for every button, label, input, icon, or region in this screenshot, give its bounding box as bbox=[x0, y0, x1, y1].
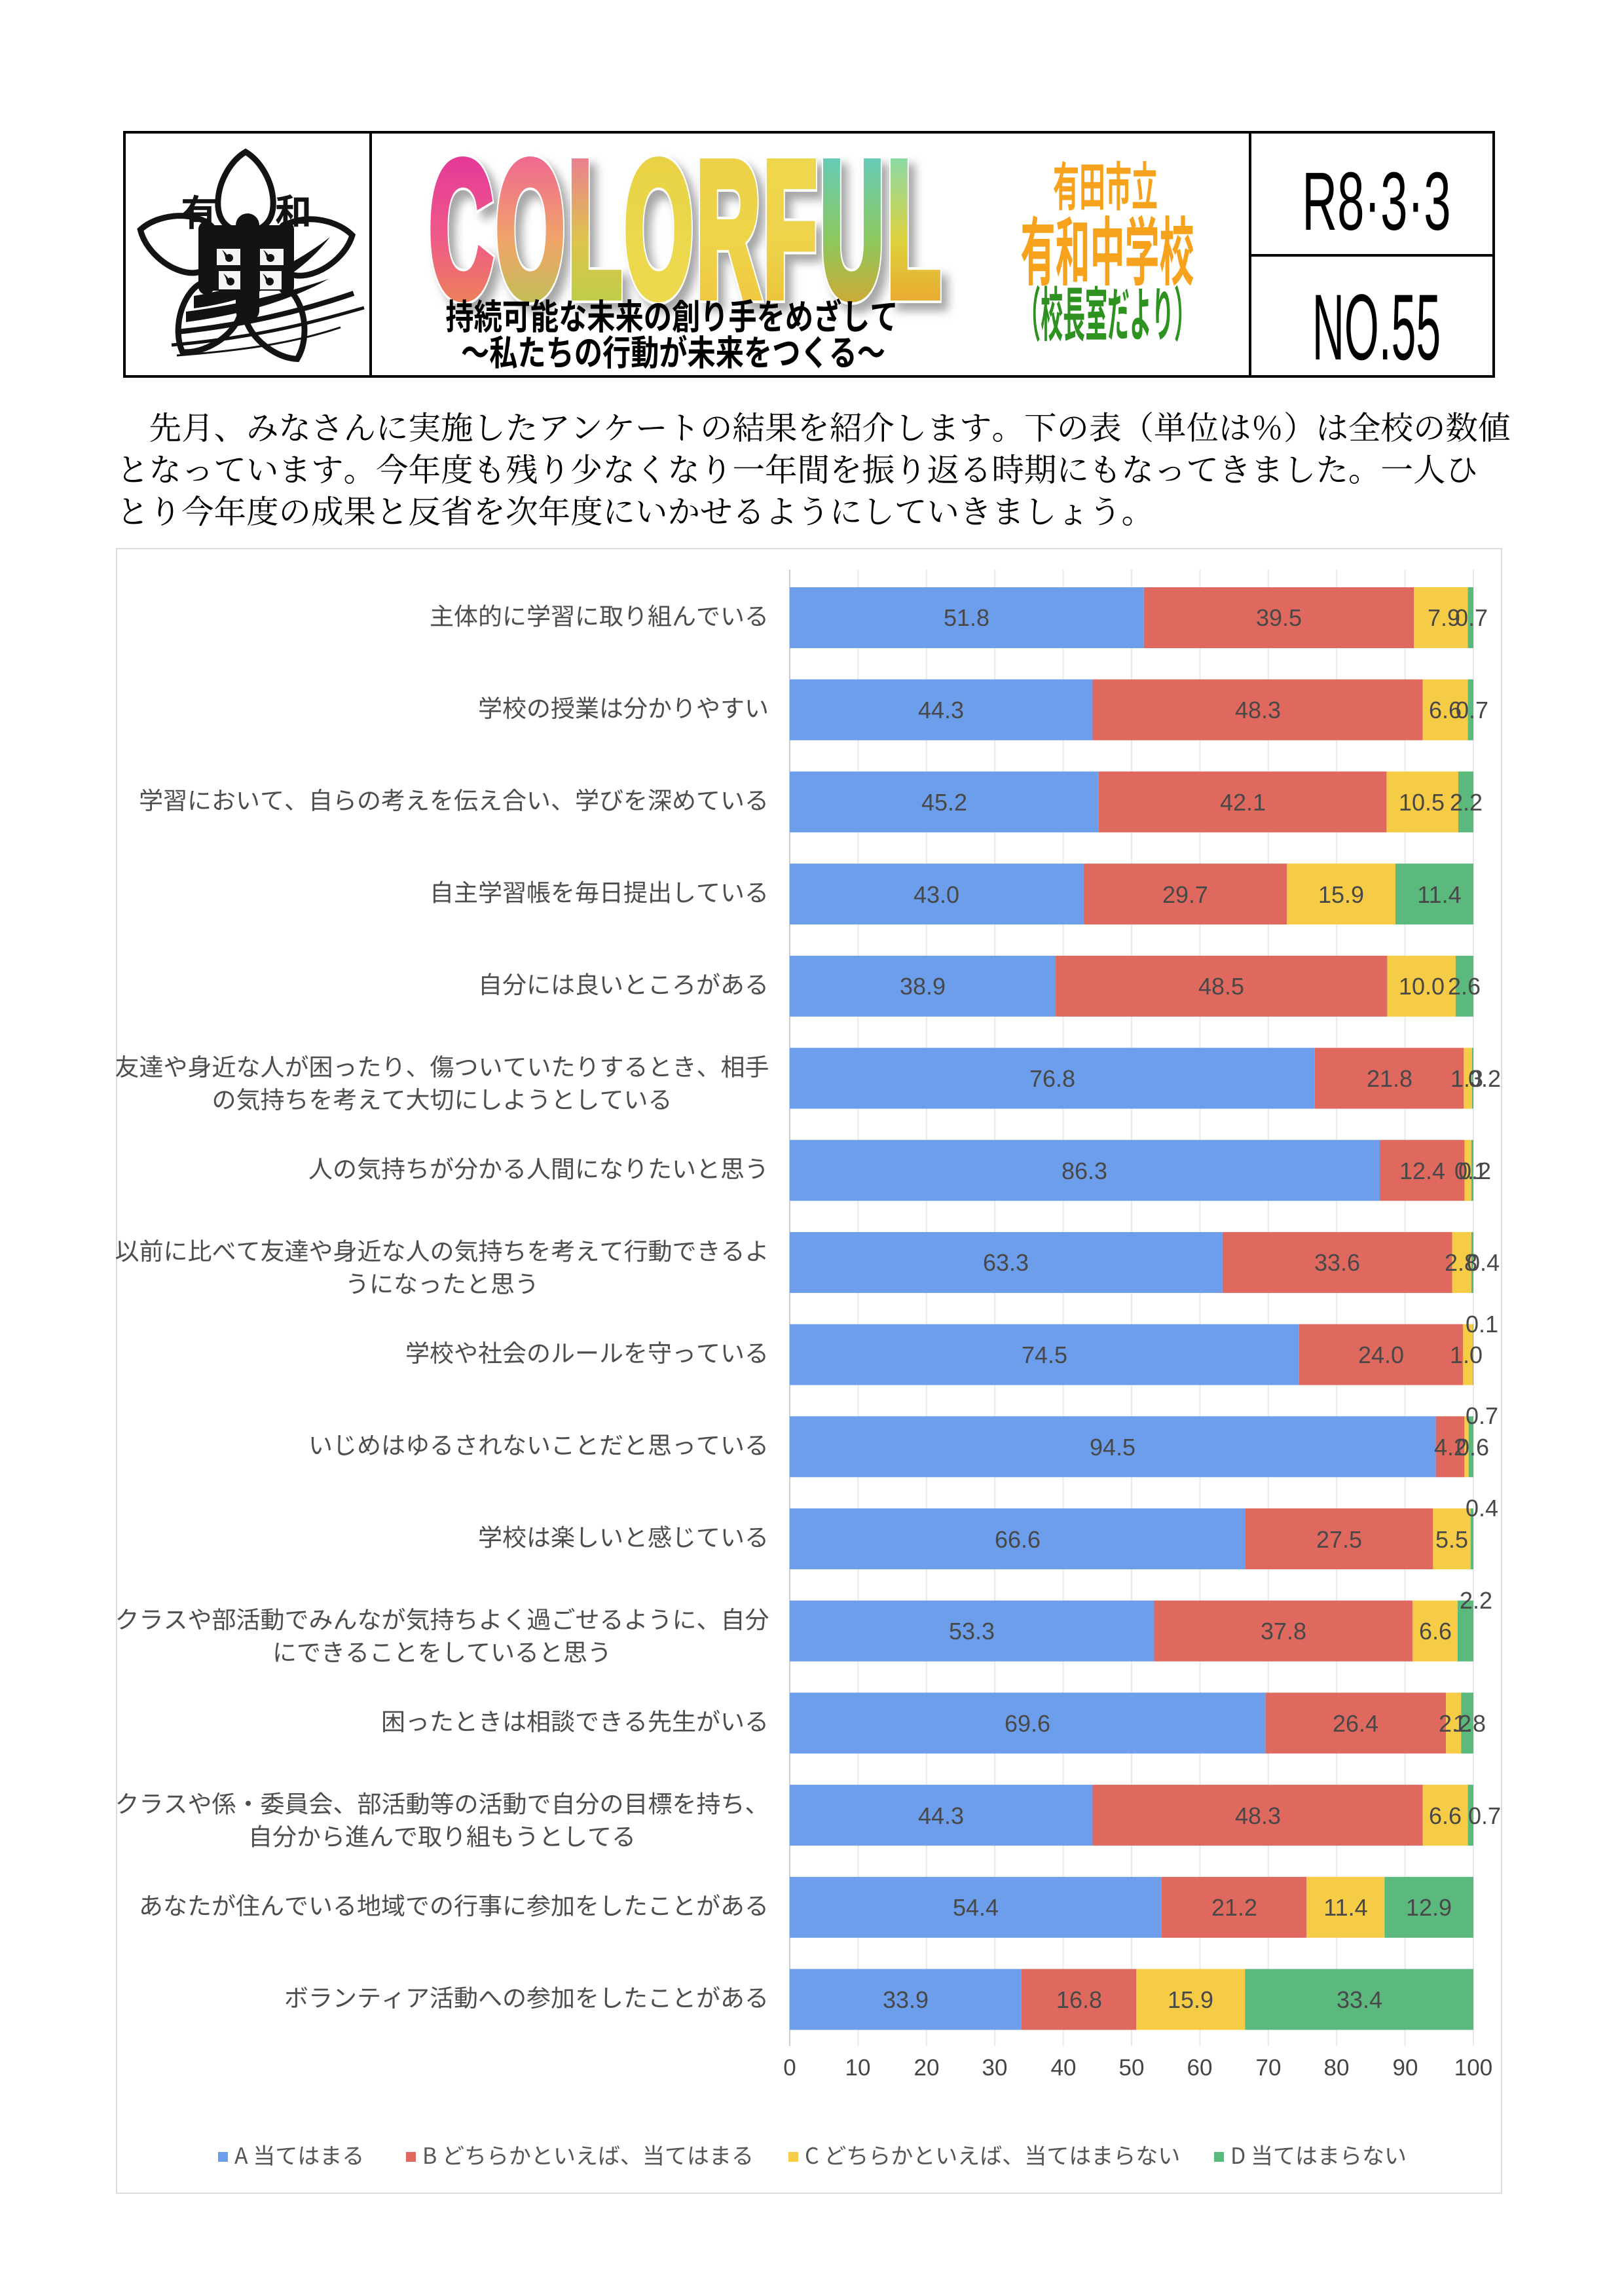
svg-text:43.0: 43.0 bbox=[913, 881, 959, 908]
svg-text:F: F bbox=[763, 121, 817, 337]
svg-text:21.2: 21.2 bbox=[1211, 1894, 1257, 1921]
svg-text:66.6: 66.6 bbox=[995, 1526, 1041, 1553]
svg-text:0.6: 0.6 bbox=[1456, 1434, 1489, 1461]
svg-text:16.8: 16.8 bbox=[1056, 1986, 1102, 2013]
svg-text:33.6: 33.6 bbox=[1314, 1249, 1360, 1276]
svg-text:33.9: 33.9 bbox=[883, 1986, 929, 2013]
svg-text:74.5: 74.5 bbox=[1022, 1341, 1067, 1368]
svg-text:27.5: 27.5 bbox=[1316, 1526, 1362, 1553]
svg-text:10.5: 10.5 bbox=[1399, 789, 1445, 816]
svg-text:26.4: 26.4 bbox=[1333, 1710, 1378, 1737]
svg-text:1.8: 1.8 bbox=[1453, 1710, 1486, 1737]
svg-text:48.5: 48.5 bbox=[1198, 973, 1244, 1000]
svg-text:53.3: 53.3 bbox=[949, 1618, 995, 1645]
svg-text:11.4: 11.4 bbox=[1417, 881, 1461, 908]
svg-text:NO.55: NO.55 bbox=[1312, 275, 1441, 380]
svg-text:0.7: 0.7 bbox=[1468, 1802, 1501, 1829]
svg-text:100: 100 bbox=[1454, 2055, 1492, 2081]
svg-text:7.9: 7.9 bbox=[1428, 604, 1460, 631]
svg-text:54.4: 54.4 bbox=[953, 1894, 999, 1921]
svg-text:0.2: 0.2 bbox=[1458, 1157, 1491, 1184]
svg-text:48.3: 48.3 bbox=[1235, 1802, 1281, 1829]
svg-text:2.2: 2.2 bbox=[1450, 789, 1483, 816]
svg-text:15.9: 15.9 bbox=[1168, 1986, 1213, 2013]
svg-text:L: L bbox=[568, 121, 622, 337]
svg-text:2.2: 2.2 bbox=[1439, 1710, 1471, 1737]
svg-text:44.3: 44.3 bbox=[918, 697, 964, 723]
svg-text:37.8: 37.8 bbox=[1261, 1618, 1306, 1645]
svg-text:76.8: 76.8 bbox=[1029, 1065, 1075, 1092]
svg-text:45.2: 45.2 bbox=[921, 789, 967, 816]
svg-text:50: 50 bbox=[1119, 2055, 1145, 2081]
svg-text:29.7: 29.7 bbox=[1162, 881, 1208, 908]
svg-text:0.7: 0.7 bbox=[1456, 697, 1488, 723]
svg-text:4.2: 4.2 bbox=[1434, 1434, 1467, 1461]
svg-text:48.3: 48.3 bbox=[1235, 697, 1281, 723]
svg-text:6.6: 6.6 bbox=[1429, 697, 1462, 723]
svg-text:2.8: 2.8 bbox=[1445, 1249, 1477, 1276]
svg-text:0.7: 0.7 bbox=[1466, 1402, 1498, 1429]
svg-text:2.2: 2.2 bbox=[1460, 1587, 1492, 1614]
svg-text:2.6: 2.6 bbox=[1448, 973, 1481, 1000]
svg-text:0: 0 bbox=[783, 2055, 796, 2081]
svg-text:1.0: 1.0 bbox=[1450, 1341, 1483, 1368]
svg-text:30: 30 bbox=[982, 2055, 1008, 2081]
svg-text:38.9: 38.9 bbox=[900, 973, 946, 1000]
svg-text:6.6: 6.6 bbox=[1429, 1802, 1462, 1829]
svg-text:R: R bbox=[696, 121, 760, 337]
svg-text:0.4: 0.4 bbox=[1467, 1249, 1500, 1276]
svg-text:6.6: 6.6 bbox=[1419, 1618, 1452, 1645]
svg-text:63.3: 63.3 bbox=[983, 1249, 1029, 1276]
svg-text:42.1: 42.1 bbox=[1220, 789, 1266, 816]
svg-text:1.3: 1.3 bbox=[1450, 1065, 1483, 1092]
svg-text:24.0: 24.0 bbox=[1358, 1341, 1404, 1368]
svg-text:L: L bbox=[568, 121, 622, 337]
svg-text:0.4: 0.4 bbox=[1466, 1495, 1498, 1522]
svg-text:69.6: 69.6 bbox=[1005, 1710, 1050, 1737]
svg-text:70: 70 bbox=[1256, 2055, 1282, 2081]
svg-text:5.5: 5.5 bbox=[1435, 1526, 1468, 1553]
svg-text:40: 40 bbox=[1051, 2055, 1077, 2081]
svg-text:0.7: 0.7 bbox=[1455, 604, 1488, 631]
svg-text:U: U bbox=[820, 121, 884, 337]
svg-text:12.4: 12.4 bbox=[1399, 1157, 1445, 1184]
svg-text:60: 60 bbox=[1187, 2055, 1213, 2081]
svg-text:80: 80 bbox=[1324, 2055, 1350, 2081]
svg-text:20: 20 bbox=[914, 2055, 940, 2081]
svg-text:R: R bbox=[696, 121, 760, 337]
svg-text:51.8: 51.8 bbox=[944, 604, 989, 631]
svg-text:39.5: 39.5 bbox=[1256, 604, 1302, 631]
svg-text:94.5: 94.5 bbox=[1090, 1434, 1135, 1461]
svg-text:C: C bbox=[429, 121, 493, 337]
svg-text:0.2: 0.2 bbox=[1468, 1065, 1501, 1092]
svg-text:0.1: 0.1 bbox=[1454, 1157, 1487, 1184]
svg-text:10.0: 10.0 bbox=[1399, 973, 1445, 1000]
svg-text:L: L bbox=[887, 121, 941, 337]
svg-text:33.4: 33.4 bbox=[1337, 1986, 1382, 2013]
svg-text:15.9: 15.9 bbox=[1318, 881, 1364, 908]
svg-text:12.9: 12.9 bbox=[1406, 1894, 1452, 1921]
svg-text:11.4: 11.4 bbox=[1323, 1894, 1367, 1921]
svg-text:0.1: 0.1 bbox=[1466, 1311, 1498, 1338]
svg-text:90: 90 bbox=[1393, 2055, 1418, 2081]
svg-text:10: 10 bbox=[845, 2055, 871, 2081]
svg-text:21.8: 21.8 bbox=[1367, 1065, 1412, 1092]
svg-text:44.3: 44.3 bbox=[918, 1802, 964, 1829]
svg-text:R8·3·3: R8·3·3 bbox=[1302, 155, 1450, 247]
svg-text:86.3: 86.3 bbox=[1061, 1157, 1107, 1184]
